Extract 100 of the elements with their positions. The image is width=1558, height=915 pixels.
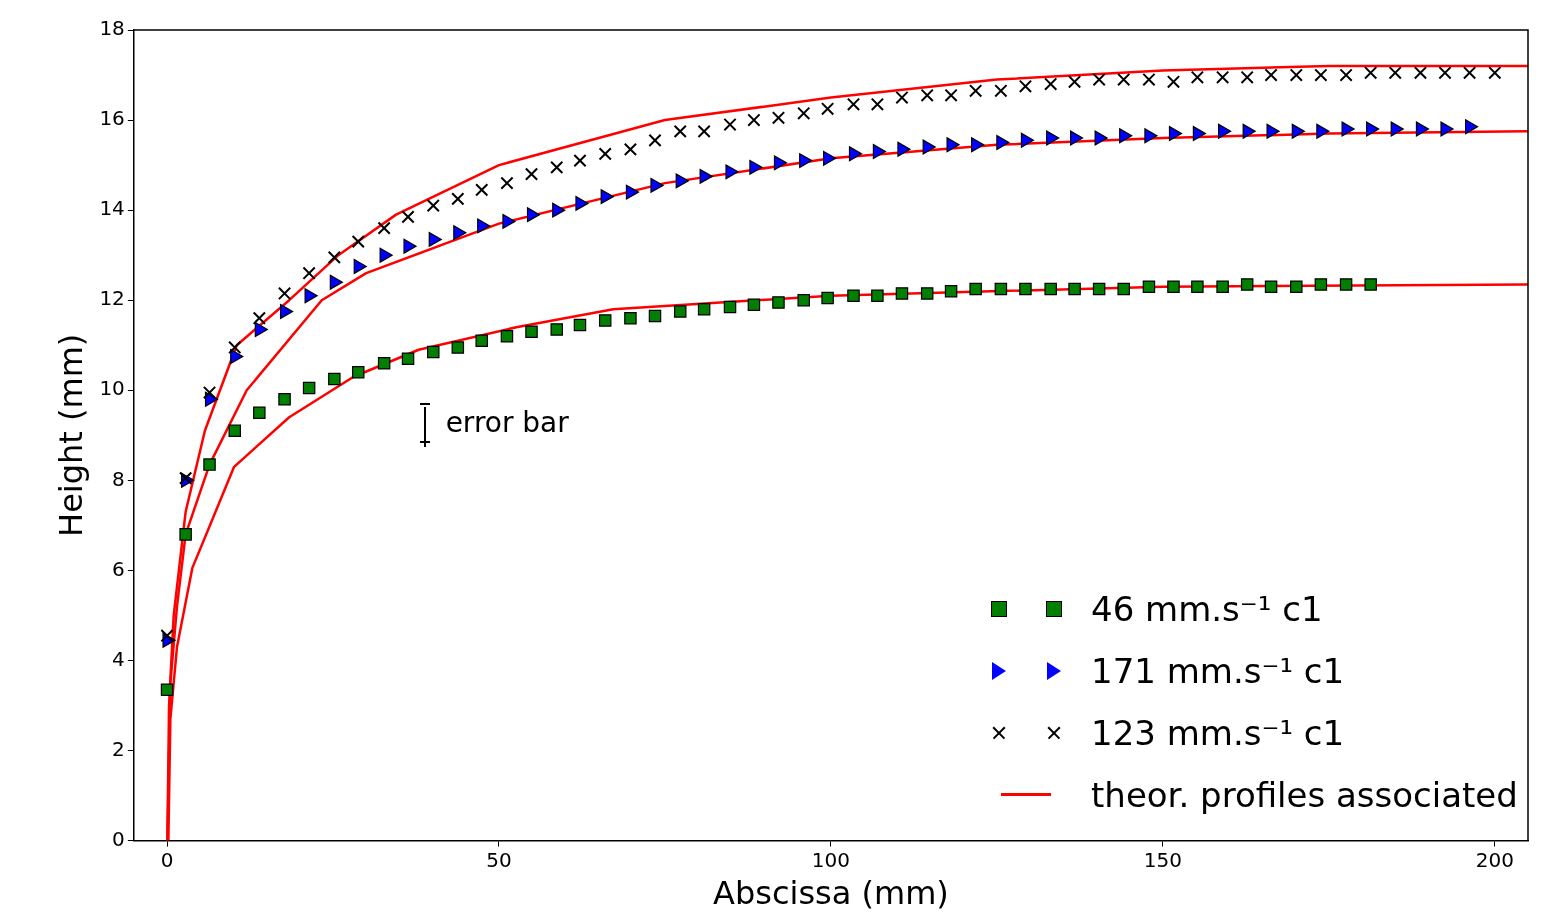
point (550, 160, 564, 175)
point (475, 183, 489, 197)
point (1166, 75, 1181, 89)
point (403, 238, 417, 254)
point (895, 287, 909, 300)
point (773, 155, 788, 171)
point (500, 329, 514, 343)
point (253, 406, 266, 420)
point (524, 167, 539, 181)
legend-label: 46 mm.s⁻¹ c1 (1091, 588, 1323, 629)
point (502, 213, 516, 229)
point (477, 218, 491, 234)
point (1364, 66, 1378, 80)
point (279, 303, 294, 319)
point (526, 207, 541, 223)
point (500, 176, 514, 190)
point (1191, 280, 1204, 293)
point (327, 250, 341, 265)
point (1216, 280, 1229, 293)
point (160, 683, 174, 696)
point (920, 287, 934, 300)
point (922, 139, 936, 155)
point (1144, 128, 1158, 144)
point (475, 334, 488, 347)
point (426, 198, 440, 213)
x-tick-label: 150 (1143, 847, 1182, 872)
point (1142, 72, 1156, 87)
point (699, 168, 713, 184)
point (1044, 77, 1058, 91)
point (1094, 130, 1108, 146)
point (302, 381, 316, 395)
legend-label: 171 mm.s⁻¹ c1 (1091, 650, 1345, 691)
point (1488, 66, 1502, 80)
point (870, 97, 885, 111)
point (823, 150, 837, 166)
point (525, 325, 538, 338)
point (968, 84, 983, 98)
point (329, 274, 343, 290)
y-tick-label: 2 (112, 736, 125, 761)
point (428, 231, 442, 247)
point (1069, 130, 1084, 146)
x-tick-label: 0 (160, 847, 174, 872)
point (623, 142, 638, 156)
point (996, 135, 1010, 151)
point (351, 235, 365, 249)
point (252, 311, 266, 325)
point (1266, 123, 1280, 139)
point (723, 117, 737, 132)
point (451, 341, 465, 354)
point (723, 300, 737, 314)
point (1341, 121, 1355, 137)
point (797, 106, 811, 120)
point (971, 137, 985, 153)
point (799, 153, 813, 169)
point (1192, 126, 1206, 142)
point (1167, 280, 1180, 293)
point (1215, 70, 1230, 84)
point (920, 88, 934, 102)
point (1316, 123, 1330, 139)
point (797, 293, 810, 307)
point (1117, 72, 1131, 87)
point (1019, 282, 1032, 296)
point (1290, 280, 1303, 293)
point (377, 221, 391, 235)
point (304, 288, 318, 304)
point (969, 282, 982, 296)
point (1044, 282, 1057, 296)
point (573, 153, 587, 168)
point (1291, 123, 1305, 139)
point (1142, 280, 1156, 293)
legend-label: theor. profiles associated (1091, 774, 1518, 815)
point (771, 111, 786, 125)
x-axis-title: Abscissa (mm) (713, 874, 949, 913)
point (228, 340, 242, 355)
point (353, 258, 367, 274)
point (846, 97, 861, 111)
annotation: error bar (445, 406, 569, 440)
point (401, 210, 415, 224)
point (1339, 68, 1353, 82)
point (1067, 75, 1082, 89)
point (994, 282, 1008, 296)
point (1168, 126, 1183, 142)
point (1240, 70, 1254, 84)
point (1415, 121, 1430, 137)
point (675, 173, 689, 189)
point (202, 385, 217, 400)
point (747, 298, 761, 311)
point (624, 311, 637, 325)
point (772, 296, 785, 309)
point (673, 124, 687, 138)
point (351, 366, 365, 379)
point (697, 302, 711, 316)
point (302, 266, 316, 280)
point (895, 90, 909, 105)
point (1046, 130, 1060, 146)
point (1366, 121, 1380, 137)
point (673, 305, 687, 318)
point (697, 124, 711, 138)
y-tick-label: 10 (99, 376, 125, 401)
point (203, 458, 216, 471)
